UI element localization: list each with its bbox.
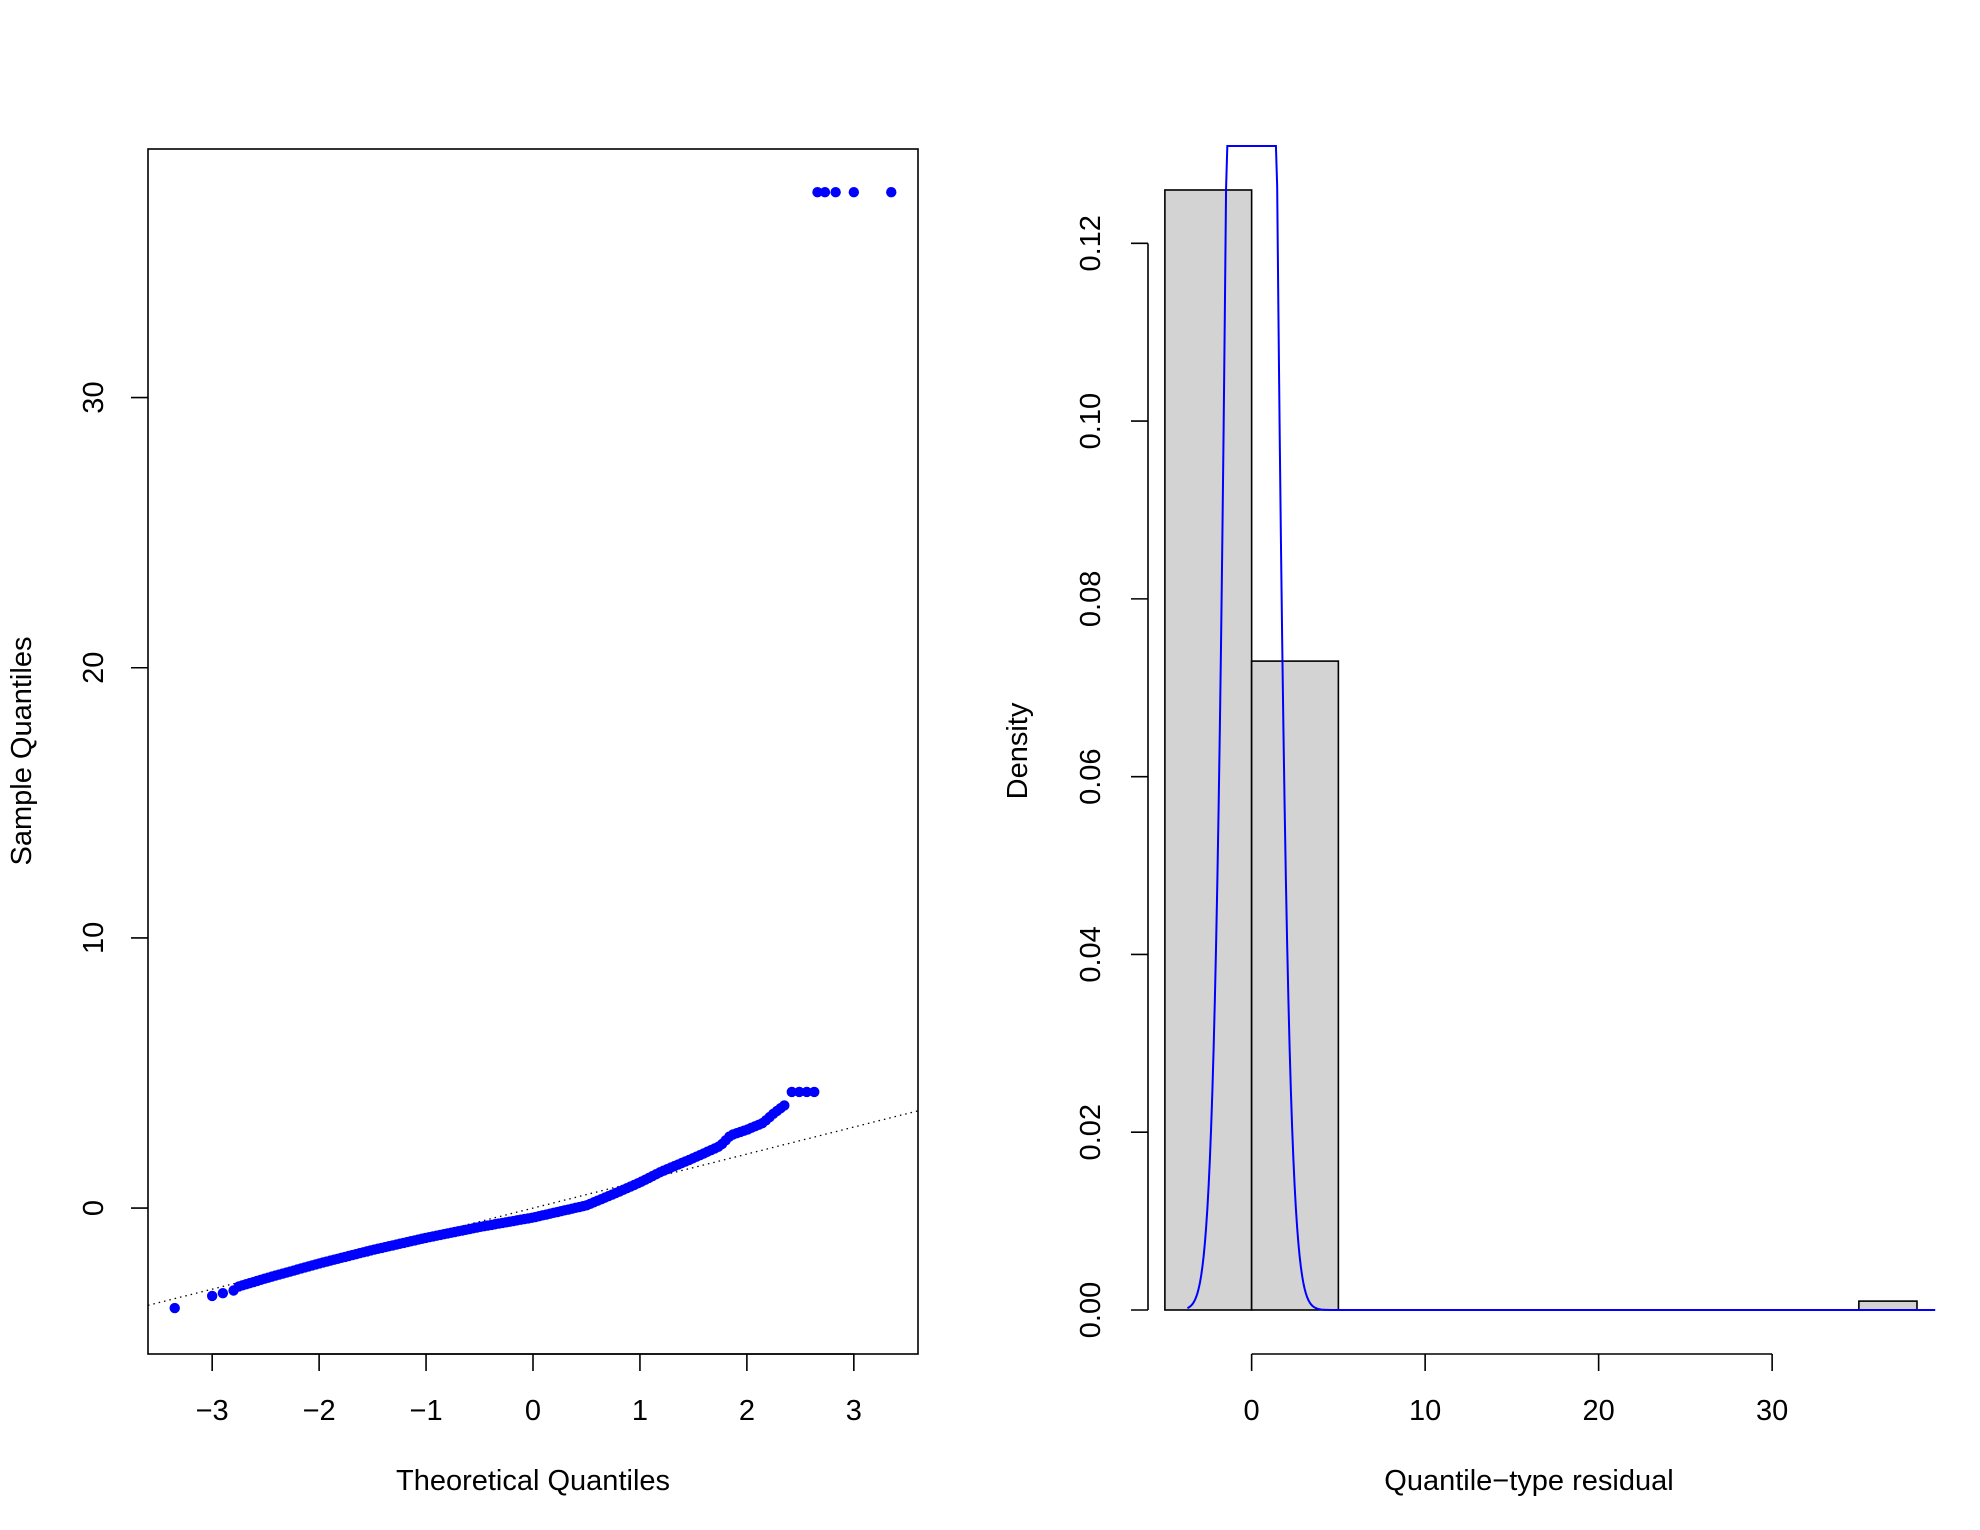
qq-point xyxy=(206,1290,218,1302)
qq-point xyxy=(830,187,841,198)
hist-y-tick-label: 0.04 xyxy=(1075,926,1107,982)
qq-point xyxy=(886,187,897,198)
hist-y-tick-label: 0.08 xyxy=(1075,571,1107,627)
hist-y-axis: 0.00 0.02 0.04 0.06 0.08 0.10 0.12 xyxy=(1075,215,1149,1338)
qq-x-tick-label: 3 xyxy=(846,1395,862,1427)
histogram-bar xyxy=(1164,189,1253,1311)
qq-point xyxy=(169,1302,180,1314)
qq-x-tick-label: 0 xyxy=(525,1395,541,1427)
qq-point xyxy=(809,1086,820,1098)
hist-y-tick-label: 0.00 xyxy=(1075,1282,1107,1338)
qq-y-tick-label: 30 xyxy=(78,381,110,413)
qq-point xyxy=(794,1086,805,1098)
qq-point xyxy=(217,1288,229,1299)
qq-y-axis: 0 10 20 30 xyxy=(78,381,148,1216)
hist-y-tick-label: 0.12 xyxy=(1075,215,1107,271)
hist-x-axis-label: Quantile−type residual xyxy=(1384,1465,1673,1497)
hist-x-tick-label: 10 xyxy=(1409,1395,1441,1427)
qq-point xyxy=(819,187,831,198)
qq-point xyxy=(228,1285,239,1296)
qq-y-tick-label: 10 xyxy=(78,922,110,954)
hist-y-tick-label: 0.10 xyxy=(1075,393,1107,449)
qq-x-axis-label: Theoretical Quantiles xyxy=(396,1465,670,1497)
qq-point xyxy=(848,187,860,198)
qq-x-tick-label: −2 xyxy=(303,1395,336,1427)
hist-y-tick-label: 0.02 xyxy=(1075,1104,1107,1160)
qq-x-tick-label: 1 xyxy=(632,1395,648,1427)
histogram-bars xyxy=(1164,189,1918,1311)
qq-point xyxy=(786,1086,798,1098)
qq-x-tick-label: 2 xyxy=(739,1395,755,1427)
histogram-bar xyxy=(1858,1300,1918,1311)
qq-x-tick-label: −3 xyxy=(196,1395,229,1427)
histogram-bar xyxy=(1250,660,1340,1311)
qq-point xyxy=(812,187,823,198)
hist-x-tick-label: 20 xyxy=(1582,1395,1614,1427)
qq-plot-panel: −3 −2 −1 0 1 2 3 0 10 20 30 Theoretical Quantiles… xyxy=(6,148,919,1497)
hist-x-tick-label: 0 xyxy=(1244,1395,1260,1427)
histogram-panel: 0 10 20 30 0.00 0.02 0.04 0.06 0.08 0.10 0.12 Qua… xyxy=(1002,145,1936,1497)
qq-point xyxy=(801,1086,812,1098)
qq-x-axis: −3 −2 −1 0 1 2 3 xyxy=(196,1353,862,1427)
hist-x-axis: 0 10 20 30 xyxy=(1244,1353,1788,1427)
qq-y-tick-label: 0 xyxy=(78,1200,110,1216)
qq-y-axis-label: Sample Quantiles xyxy=(6,637,38,866)
qq-plot-border xyxy=(147,148,919,1355)
qq-points xyxy=(169,187,897,1314)
qq-x-tick-label: −1 xyxy=(410,1395,443,1427)
qq-y-tick-label: 20 xyxy=(78,652,110,684)
density-curve xyxy=(1186,145,1936,1311)
hist-y-axis-label: Density xyxy=(1002,702,1034,799)
qq-point xyxy=(779,1100,790,1111)
hist-y-tick-label: 0.06 xyxy=(1075,748,1107,804)
hist-x-tick-label: 30 xyxy=(1756,1395,1788,1427)
